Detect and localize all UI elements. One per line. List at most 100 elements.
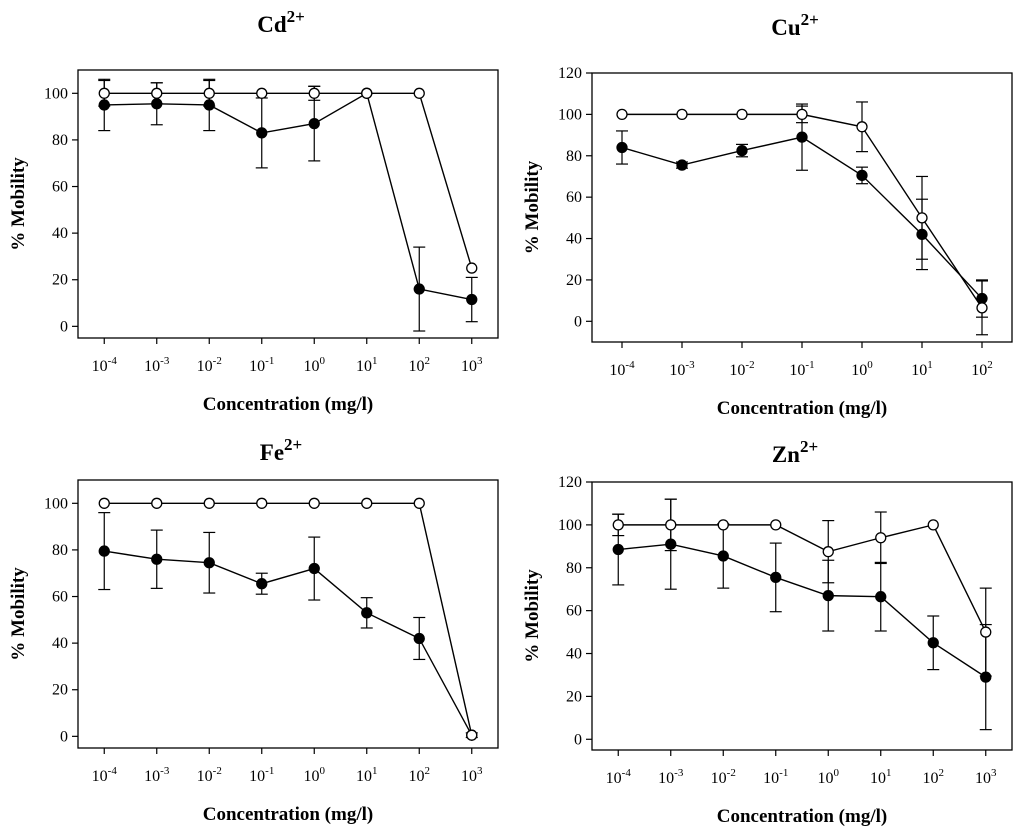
x-tick-exponent: -1 <box>265 355 274 367</box>
y-tick-label: 60 <box>566 189 582 206</box>
chart-title-charge: 2+ <box>801 10 819 29</box>
x-tick-exponent: 0 <box>320 765 326 777</box>
x-tick-label: 10-1 <box>763 767 788 787</box>
y-tick-label: 120 <box>558 474 582 491</box>
data-point-open <box>98 87 110 99</box>
x-tick-label: 10-4 <box>92 765 118 785</box>
x-tick-exponent: 3 <box>991 767 997 779</box>
y-tick-label: 60 <box>52 179 68 196</box>
data-point-filled <box>203 99 215 111</box>
data-point-open <box>308 87 320 99</box>
series-line-filled <box>104 550 473 736</box>
x-tick-exponent: 2 <box>987 359 993 371</box>
x-tick-exponent: -2 <box>213 355 222 367</box>
data-point-filled <box>308 117 320 130</box>
x-tick-base: 10 <box>851 362 867 379</box>
x-tick-exponent: -4 <box>108 765 118 777</box>
x-axis-label: Concentration (mg/l) <box>717 806 887 827</box>
x-tick-exponent: -4 <box>625 359 635 371</box>
x-tick-base: 10 <box>197 358 213 375</box>
y-tick-label: 40 <box>566 646 582 663</box>
y-axis-label: % Mobility <box>522 569 543 663</box>
chart-title: Cd2+ <box>257 7 305 37</box>
y-tick-label: 20 <box>52 682 68 699</box>
x-tick-base: 10 <box>729 362 745 379</box>
chart-title: Fe2+ <box>260 435 302 465</box>
x-tick-label: 101 <box>356 355 378 375</box>
x-axis-label: Concentration (mg/l) <box>717 398 887 419</box>
data-point-filled <box>256 127 268 139</box>
x-tick-label: 10-2 <box>197 355 222 375</box>
y-tick-label: 100 <box>558 106 582 123</box>
data-point-filled <box>976 292 988 305</box>
x-tick-base: 10 <box>870 770 886 787</box>
x-tick-exponent: 0 <box>867 359 873 371</box>
x-tick-base: 10 <box>971 362 987 379</box>
y-tick-label: 20 <box>566 688 582 705</box>
y-tick-label: 0 <box>60 728 68 745</box>
chart-title-charge: 2+ <box>287 7 305 26</box>
y-tick-label: 100 <box>558 517 582 534</box>
data-point-open <box>466 729 478 741</box>
data-point-filled <box>256 578 268 590</box>
data-point-open <box>256 497 268 509</box>
y-tick-label: 80 <box>52 132 68 149</box>
x-tick-base: 10 <box>304 768 320 785</box>
data-point-open <box>822 546 834 558</box>
plot-area <box>591 481 1013 751</box>
x-tick-base: 10 <box>669 362 685 379</box>
data-point-filled <box>927 637 939 649</box>
y-tick-label: 120 <box>558 65 582 82</box>
x-tick-base: 10 <box>92 768 108 785</box>
data-point-filled <box>796 131 808 143</box>
data-point-open <box>980 626 992 638</box>
y-tick-label: 60 <box>52 589 68 606</box>
x-axis-label: Concentration (mg/l) <box>203 394 373 415</box>
chart-title-element: Zn <box>772 442 800 467</box>
x-tick-label: 100 <box>851 359 873 379</box>
y-tick-label: 40 <box>52 635 68 652</box>
data-point-open <box>151 87 163 99</box>
data-point-open <box>203 87 215 99</box>
x-tick-base: 10 <box>789 362 805 379</box>
data-point-filled <box>665 538 677 550</box>
y-tick-label: 0 <box>574 731 582 748</box>
data-point-open <box>612 519 624 531</box>
data-point-open <box>916 212 928 224</box>
x-tick-exponent: -3 <box>160 355 170 367</box>
x-tick-base: 10 <box>144 768 160 785</box>
data-point-filled <box>676 159 688 171</box>
x-tick-exponent: 1 <box>372 765 378 777</box>
y-tick-label: 0 <box>574 313 582 330</box>
data-point-filled <box>875 591 887 603</box>
data-point-open <box>665 519 677 531</box>
chart-title: Zn2+ <box>772 437 818 467</box>
y-tick-label: 100 <box>44 85 68 102</box>
x-tick-label: 10-1 <box>789 359 814 379</box>
x-tick-exponent: 1 <box>372 355 378 367</box>
data-point-open <box>98 497 110 509</box>
x-tick-base: 10 <box>144 358 160 375</box>
chart-title-charge: 2+ <box>284 435 302 454</box>
x-tick-label: 10-1 <box>249 355 274 375</box>
x-tick-exponent: 1 <box>927 359 933 371</box>
y-tick-label: 40 <box>566 231 582 248</box>
x-tick-base: 10 <box>461 768 477 785</box>
data-point-filled <box>916 228 928 241</box>
x-tick-label: 103 <box>975 767 997 787</box>
x-tick-label: 103 <box>461 355 483 375</box>
data-point-open <box>717 519 729 531</box>
y-tick-label: 40 <box>52 225 68 242</box>
data-point-open <box>856 121 868 133</box>
data-point-open <box>361 497 373 509</box>
x-tick-base: 10 <box>609 362 625 379</box>
x-tick-exponent: -2 <box>213 765 222 777</box>
data-point-open <box>361 87 373 99</box>
data-point-open <box>676 108 688 121</box>
x-tick-exponent: 2 <box>425 355 431 367</box>
x-tick-label: 10-2 <box>711 767 736 787</box>
data-point-open <box>203 497 215 509</box>
x-tick-label: 100 <box>304 765 326 785</box>
